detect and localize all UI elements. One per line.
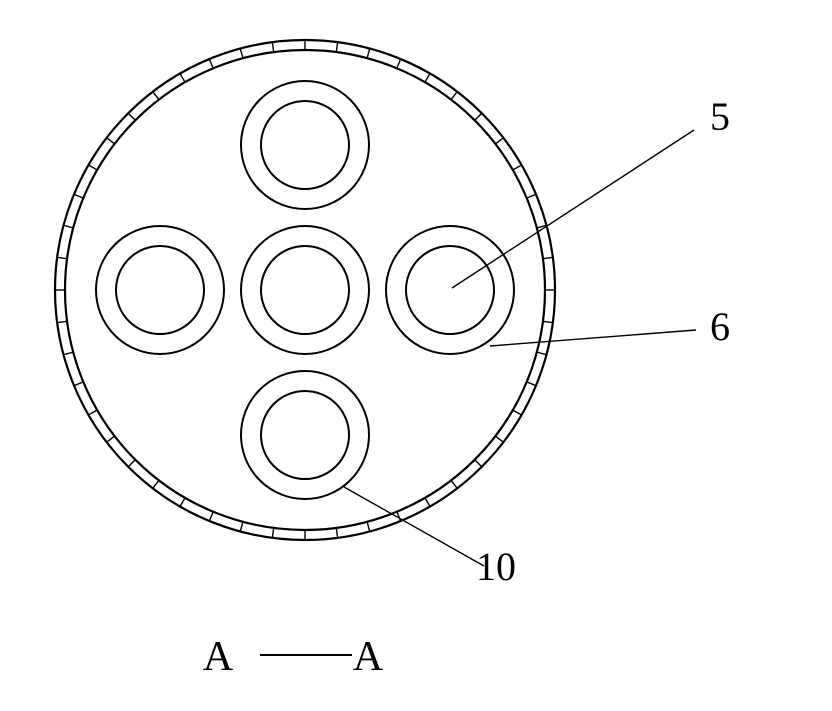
hole-inner-ring bbox=[261, 101, 349, 189]
leader-line bbox=[344, 487, 484, 566]
inner-shell-circle bbox=[65, 50, 545, 530]
hole-inner-ring bbox=[261, 391, 349, 479]
leader-line bbox=[452, 130, 694, 288]
leader-line bbox=[490, 330, 696, 346]
callout-label: 6 bbox=[710, 304, 730, 349]
hole-inner-ring bbox=[261, 246, 349, 334]
section-label-left: A bbox=[203, 634, 234, 680]
hole-inner-ring bbox=[406, 246, 494, 334]
callout-label: 10 bbox=[476, 544, 516, 589]
shell-ticks-group bbox=[55, 40, 555, 540]
cross-section-diagram: 5 6 10 A A bbox=[0, 0, 832, 711]
callout-label: 5 bbox=[710, 94, 730, 139]
hole-inner-ring bbox=[116, 246, 204, 334]
section-label-right: A bbox=[353, 634, 384, 680]
hole-rings-group bbox=[96, 81, 514, 499]
